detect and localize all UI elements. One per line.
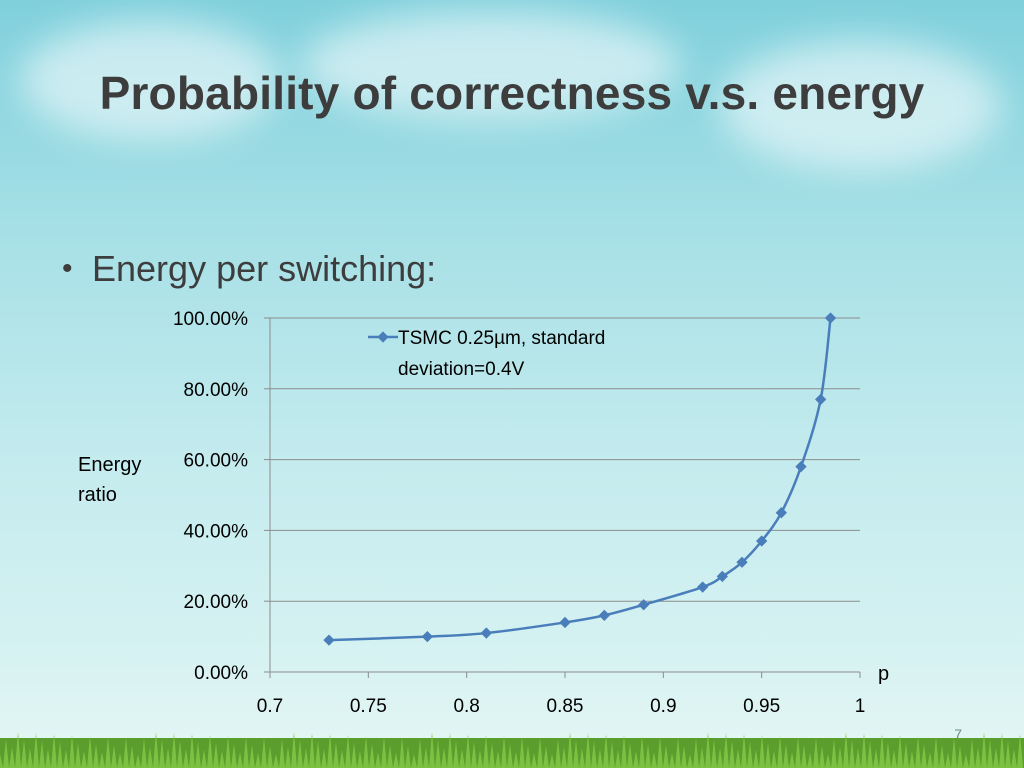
- y-axis-label: Energy ratio: [78, 454, 142, 506]
- cloud-decoration: [20, 20, 280, 140]
- data-point: [598, 609, 610, 622]
- x-tick-label: 0.75: [350, 696, 387, 717]
- data-point: [697, 581, 709, 593]
- y-tick-label: 100.00%: [173, 309, 248, 330]
- data-point: [815, 393, 827, 406]
- data-point: [716, 570, 728, 583]
- x-tick-label: 1: [855, 696, 866, 717]
- x-tick-label: 0.9: [650, 696, 676, 717]
- data-point: [638, 599, 650, 611]
- data-point: [824, 312, 837, 324]
- bullet-item: • Energy per switching:: [62, 248, 436, 290]
- data-point: [756, 535, 768, 547]
- data-point: [480, 627, 492, 639]
- data-point: [736, 556, 748, 568]
- x-axis-label: p: [878, 663, 889, 685]
- y-tick-label: 20.00%: [184, 592, 249, 613]
- x-tick-label: 0.95: [743, 696, 780, 717]
- data-point: [559, 616, 571, 629]
- data-point: [421, 630, 433, 643]
- data-point: [323, 634, 335, 646]
- x-tick-label: 0.7: [257, 696, 283, 717]
- grass-decoration: [0, 732, 1024, 768]
- legend-marker: [377, 331, 389, 343]
- y-tick-label: 80.00%: [184, 380, 249, 401]
- x-tick-label: 0.85: [547, 696, 584, 717]
- slide-title: Probability of correctness v.s. energy: [99, 67, 925, 119]
- cloud-decoration: [300, 10, 680, 120]
- data-point: [775, 507, 787, 519]
- bullet-dot: •: [62, 252, 73, 285]
- slide-number: 7: [954, 726, 962, 742]
- data-point: [795, 461, 807, 473]
- y-tick-label: 0.00%: [194, 663, 248, 684]
- legend-label: TSMC 0.25µm, standard deviation=0.4V: [398, 328, 605, 380]
- cloud-decoration: [720, 40, 1000, 170]
- y-tick-label: 60.00%: [184, 451, 249, 472]
- x-tick-label: 0.8: [453, 696, 479, 717]
- y-tick-label: 40.00%: [184, 521, 249, 542]
- bullet-text: Energy per switching:: [92, 248, 437, 289]
